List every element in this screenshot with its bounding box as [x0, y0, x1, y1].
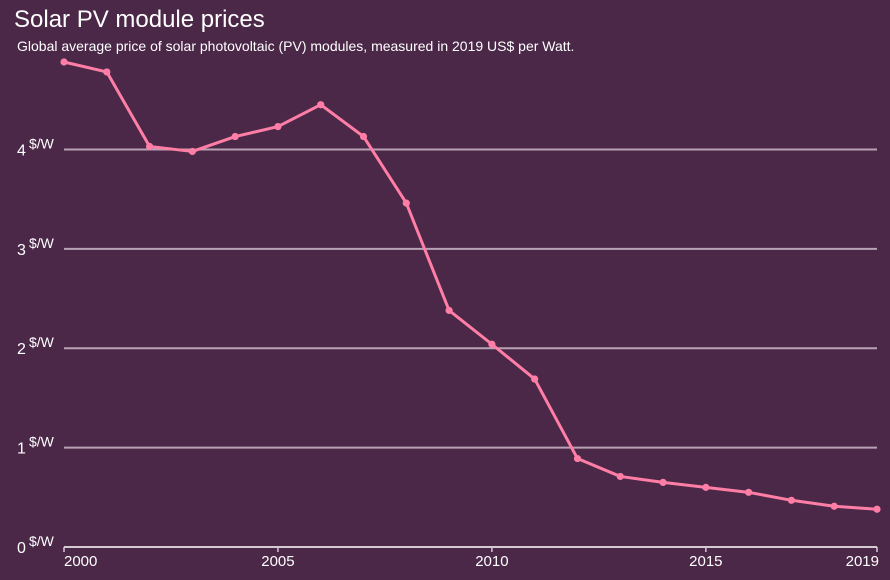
data-point: [531, 375, 539, 383]
y-tick-unit: $/W: [29, 235, 55, 251]
data-point: [873, 505, 881, 513]
data-point: [745, 488, 753, 496]
data-point: [145, 142, 154, 151]
data-point: [659, 478, 667, 486]
y-tick-unit: $/W: [29, 135, 55, 151]
y-tick-unit: $/W: [29, 533, 55, 549]
y-tick-label: 3: [17, 242, 26, 259]
data-point: [787, 496, 796, 504]
y-tick-label: 2: [17, 341, 26, 358]
data-point: [830, 502, 838, 510]
data-point: [60, 58, 68, 66]
y-tick-unit: $/W: [29, 434, 55, 450]
x-tick-label: 2010: [475, 553, 508, 570]
series-line: [62, 60, 879, 511]
data-point: [103, 68, 111, 76]
data-point: [231, 132, 239, 141]
x-tick-label: 2000: [64, 553, 97, 570]
data-point: [274, 122, 282, 131]
y-tick-label: 4: [17, 142, 26, 159]
x-tick-label: 2005: [261, 553, 294, 570]
data-point: [702, 483, 710, 491]
data-point: [402, 199, 410, 207]
chart-subtitle: Global average price of solar photovolta…: [17, 38, 575, 54]
x-tick-label: 2019: [846, 553, 879, 570]
data-point: [488, 340, 496, 348]
data-point: [188, 147, 196, 156]
x-tick-label: 2015: [689, 553, 722, 570]
data-point: [616, 472, 624, 481]
data-point: [317, 101, 325, 109]
data-point: [445, 306, 453, 315]
chart-title: Solar PV module prices: [14, 6, 265, 33]
data-point: [359, 132, 368, 141]
data-point: [573, 454, 582, 463]
y-tick-label: 0: [17, 540, 26, 557]
y-tick-label: 1: [17, 441, 26, 458]
y-tick-unit: $/W: [29, 334, 55, 350]
